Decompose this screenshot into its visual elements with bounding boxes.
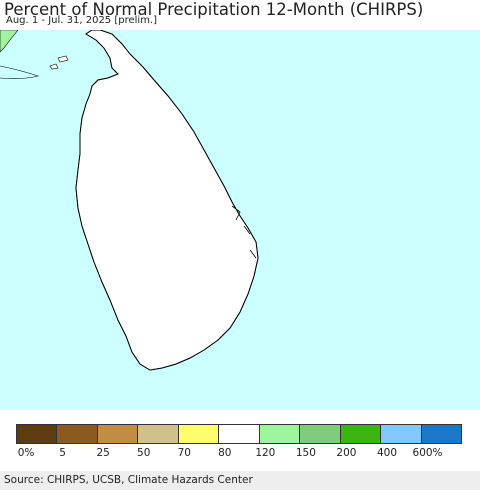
india-inlet [0, 65, 40, 79]
legend-label: 150 [295, 447, 316, 459]
legend-labels: 0% 5 25 50 70 80 120 150 200 400 600% [0, 447, 480, 461]
legend-swatch [177, 424, 220, 444]
east-lagoons [231, 205, 257, 259]
legend-swatch [56, 424, 98, 444]
map-subtitle: Aug. 1 - Jul. 31, 2025 [prelim.] [6, 15, 158, 26]
source-credit: Source: CHIRPS, UCSB, Climate Hazards Ce… [0, 471, 480, 490]
legend-swatch [218, 424, 260, 444]
legend-label: 70 [177, 447, 191, 459]
legend-label: 120 [255, 447, 276, 459]
legend-swatch [16, 424, 58, 444]
legend-swatch [258, 424, 301, 444]
color-legend [16, 424, 462, 444]
legend-label: 80 [218, 447, 232, 459]
legend-swatch [299, 424, 341, 444]
legend-label: 0% [17, 447, 35, 459]
legend-label: 50 [137, 447, 151, 459]
legend-swatch [339, 424, 382, 444]
legend-label: 5 [59, 447, 66, 459]
precipitation-map [0, 30, 480, 410]
india-coast [0, 30, 19, 53]
legend-swatch [137, 424, 179, 444]
islands [49, 55, 69, 70]
legend-swatch [420, 424, 462, 444]
legend-label: 400 [376, 447, 398, 459]
legend-swatch [96, 424, 139, 444]
legend-swatch [380, 424, 422, 444]
legend-label: 25 [96, 447, 110, 459]
legend-label: 200 [336, 447, 357, 459]
map-title: Percent of Normal Precipitation 12-Month… [4, 0, 424, 19]
legend-label: 600% [412, 447, 443, 459]
